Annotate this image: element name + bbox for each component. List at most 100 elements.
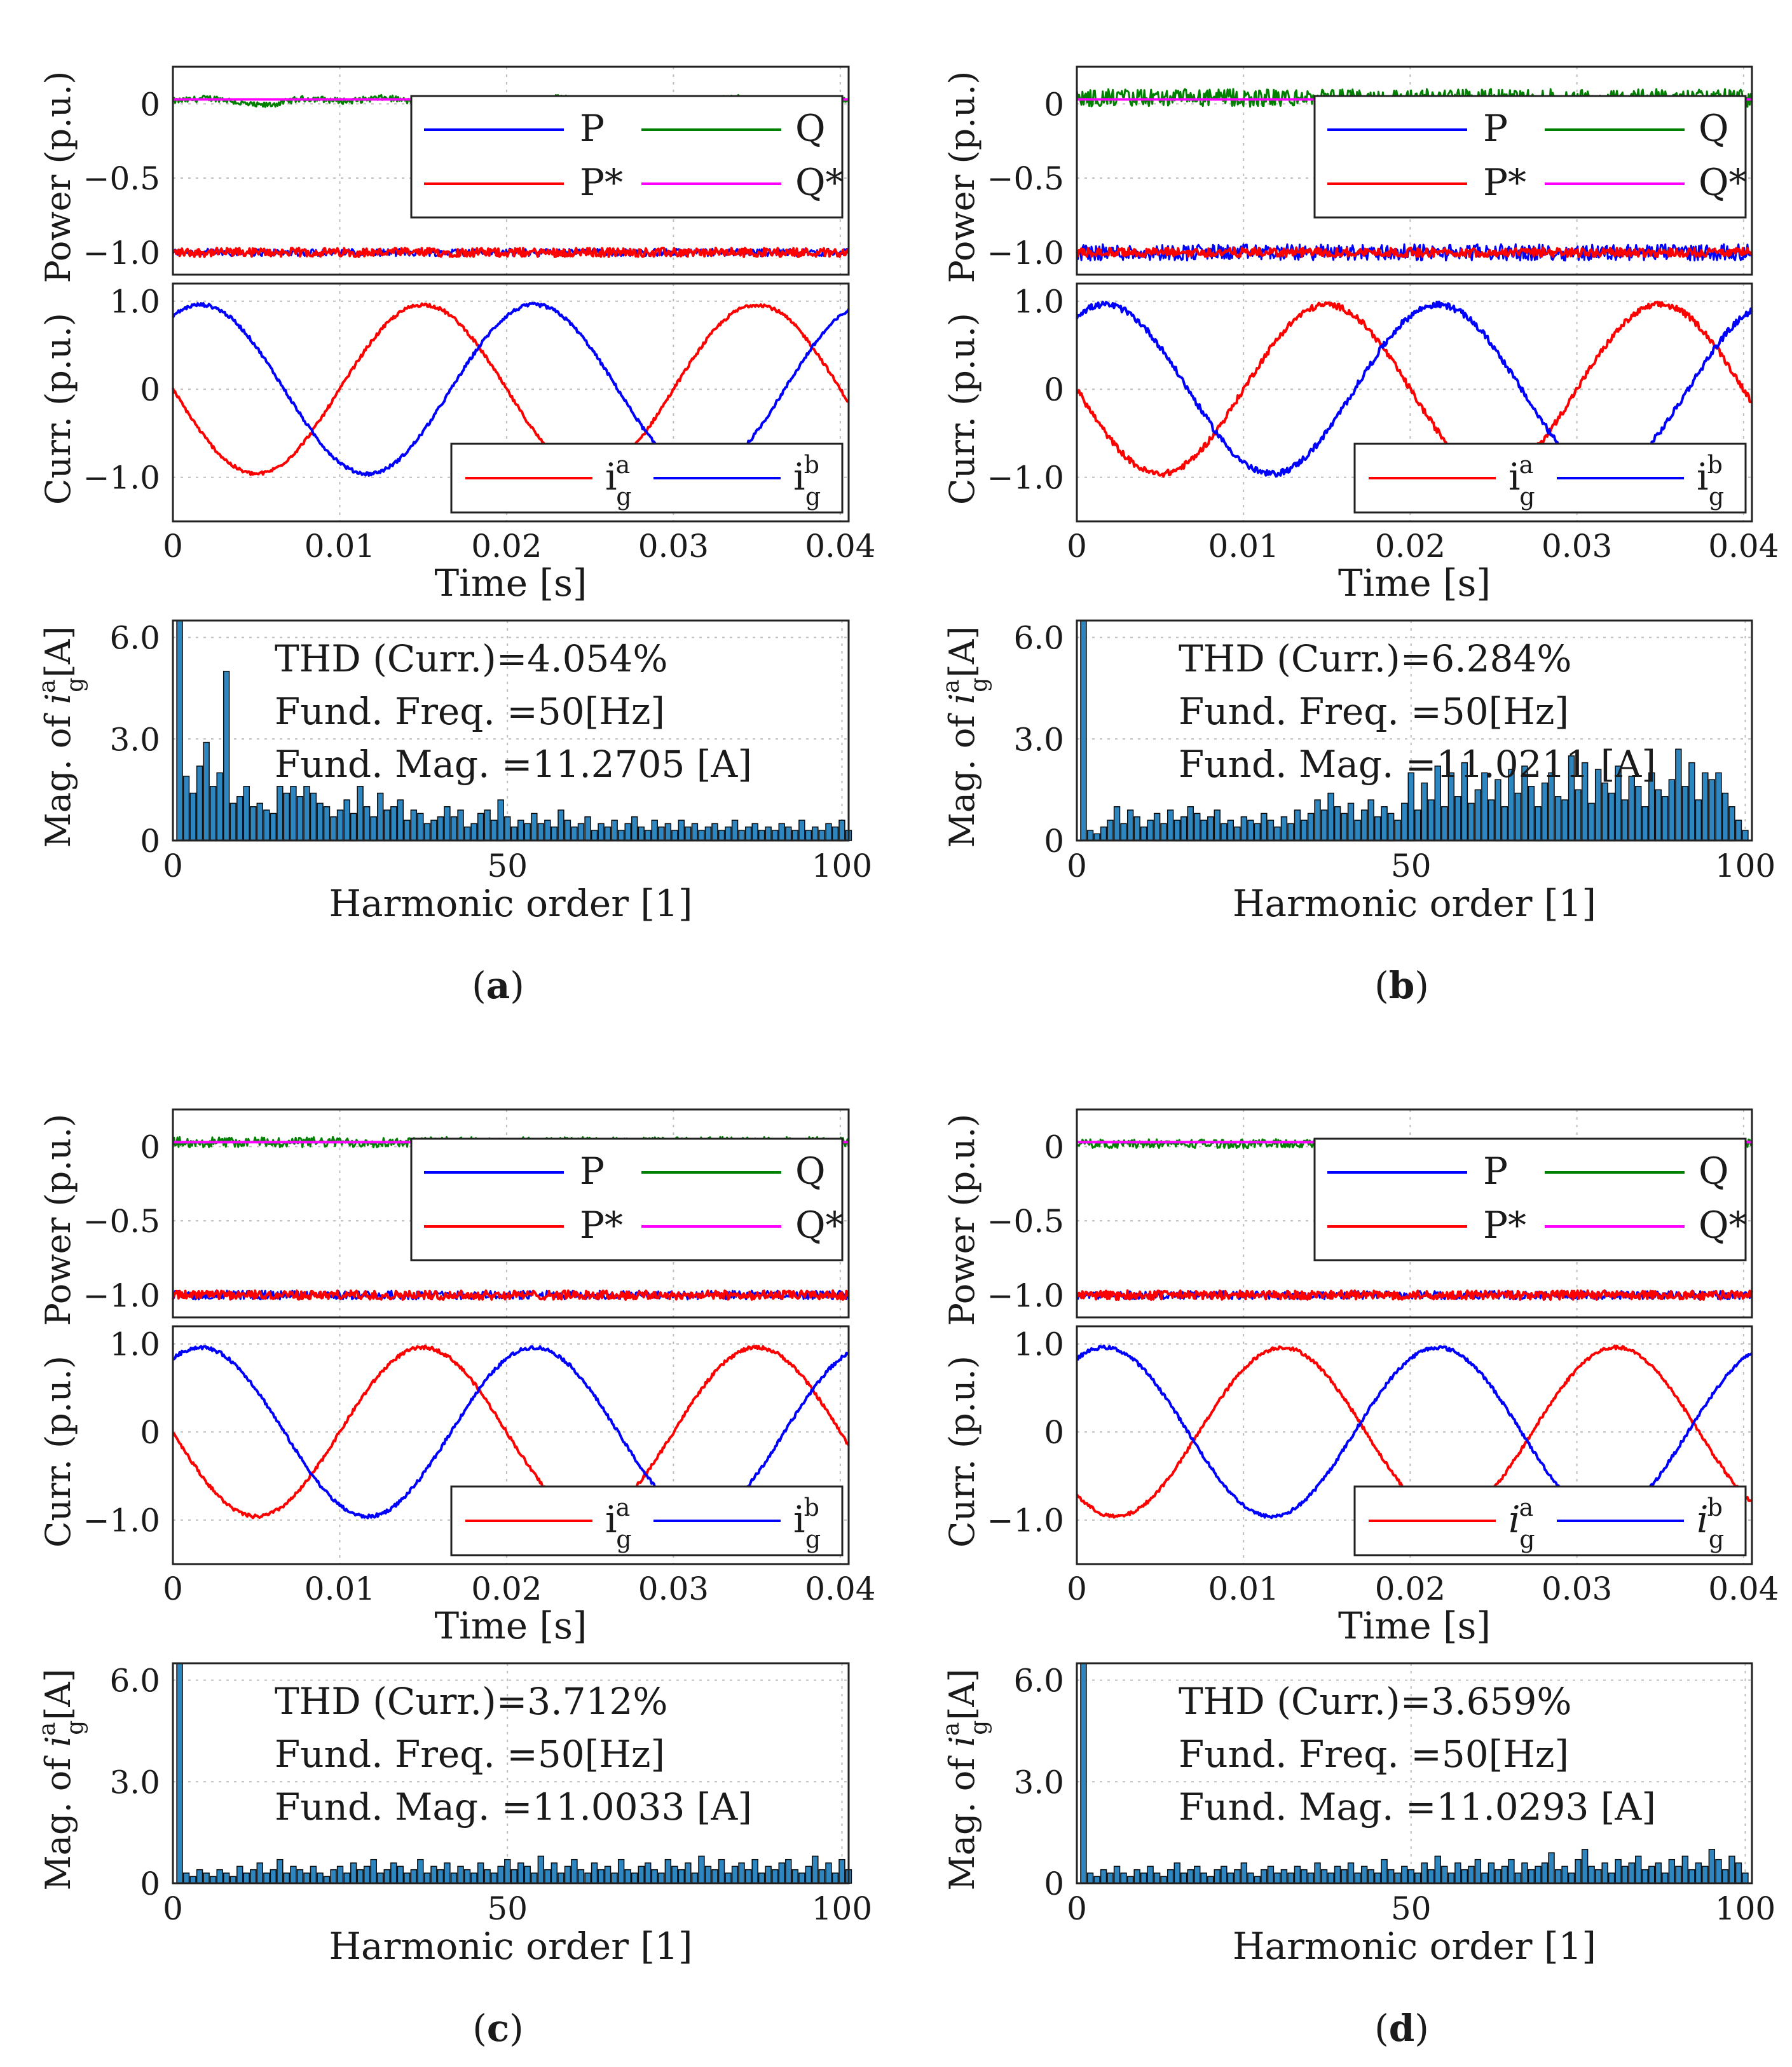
- harmonic-bar: [1708, 1849, 1716, 1884]
- power-ylabel: Power (p.u.): [38, 1114, 78, 1326]
- harmonic-bar: [1561, 799, 1568, 841]
- harmonic-bar: [744, 1869, 752, 1884]
- harmonic-bar: [678, 1869, 685, 1884]
- harmonic-bar: [698, 830, 705, 841]
- harmonic-bar: [1160, 1876, 1167, 1884]
- legend-label: P: [1483, 1150, 1508, 1193]
- harmonic-bar: [1354, 1872, 1361, 1884]
- harmonic-bar: [1721, 1869, 1729, 1884]
- harmonic-bar: [250, 1869, 257, 1884]
- caption-paren: ): [509, 2007, 524, 2050]
- curr-legend-label: ib g: [793, 1494, 821, 1553]
- harmonic-bar: [450, 1872, 458, 1884]
- legend-label: Q: [795, 1150, 826, 1193]
- legend-sup: b: [804, 451, 819, 479]
- harmonic-bar: [383, 809, 390, 841]
- harmonic-bar: [1187, 806, 1194, 841]
- time-xtick: 0.04: [805, 1570, 875, 1607]
- harmonic-bar: [1360, 809, 1368, 841]
- harmonic-bar: [1728, 1855, 1735, 1884]
- curr-ytick: −1.0: [987, 460, 1064, 497]
- harmonic-bar: [1635, 1855, 1642, 1884]
- harmonic-bar: [1728, 806, 1735, 841]
- harmonic-bar: [1681, 786, 1689, 841]
- fund-mag-annotation: Fund. Mag. =11.0033 [A]: [275, 1785, 752, 1829]
- harmonic-bar: [1401, 1865, 1408, 1884]
- power-ytick: 0: [140, 1129, 160, 1165]
- curr-legend-label: ib g: [793, 451, 821, 511]
- legend-var: i: [793, 1498, 805, 1541]
- ylabel-prefix: Mag. of: [38, 704, 78, 848]
- harmonic-bar: [1454, 1862, 1461, 1884]
- harmonic-bar: [397, 799, 404, 841]
- ylabel-var: i: [38, 693, 78, 704]
- harmonic-bar: [1267, 820, 1275, 841]
- harm-xtick: 100: [812, 848, 872, 884]
- harmonic-bar: [1468, 802, 1475, 841]
- panel-caption: (c): [472, 2007, 524, 2050]
- harmonic-bar: [290, 1865, 297, 1884]
- harmonic-bar: [1207, 1876, 1214, 1884]
- legend-sup: a: [1519, 1494, 1534, 1521]
- curr-axes: [1076, 282, 1753, 523]
- harmonic-bar: [1668, 1858, 1676, 1884]
- harmonic-bar: [611, 1872, 618, 1884]
- harm-axes: [1076, 1662, 1753, 1885]
- harmonic-bar: [1635, 786, 1642, 841]
- harmonic-bar: [658, 1872, 665, 1884]
- harmonic-bar: [1628, 1862, 1635, 1884]
- harm-ylabel: Mag. of iag[A]: [938, 1669, 992, 1891]
- harm-xlabel: Harmonic order [1]: [1233, 882, 1596, 925]
- harmonic-bar: [336, 1865, 344, 1884]
- legend-label: P*: [580, 1204, 623, 1247]
- legend-sup: a: [1519, 451, 1534, 479]
- harmonic-bar: [1173, 1862, 1180, 1884]
- harmonic-bar: [1481, 1872, 1488, 1884]
- harmonic-bar: [1194, 1865, 1201, 1884]
- harm-xtick: 50: [487, 848, 528, 884]
- harmonic-bar: [1581, 1849, 1589, 1884]
- harmonic-bar: [524, 1865, 531, 1884]
- harmonic-bar: [812, 826, 819, 841]
- harmonic-bar: [731, 820, 739, 841]
- harm-xtick: 0: [1067, 1890, 1087, 1927]
- harmonic-bar: [1153, 1872, 1161, 1884]
- harmonic-bar: [725, 1872, 732, 1884]
- legend-sub: g: [1709, 483, 1724, 511]
- harmonic-bar: [1601, 782, 1608, 841]
- harmonic-bar: [477, 813, 484, 841]
- harmonic-bar: [1240, 816, 1248, 841]
- harmonic-bar: [296, 796, 304, 841]
- harmonic-bar: [1261, 1869, 1268, 1884]
- legend-var: i: [1508, 455, 1521, 498]
- harmonic-bar: [1721, 792, 1729, 841]
- harmonic-bar: [1194, 813, 1201, 841]
- harmonic-bar: [1367, 799, 1374, 841]
- harmonic-bar: [1468, 1865, 1475, 1884]
- harmonic-bar: [631, 1872, 638, 1884]
- harmonic-bar: [557, 809, 564, 841]
- harmonic-bar: [1093, 1876, 1100, 1884]
- harm-ytick: 3.0: [1013, 721, 1064, 758]
- harmonic-bar: [1147, 820, 1154, 841]
- harmonic-bar: [791, 830, 798, 841]
- harmonic-bar: [1521, 1862, 1528, 1884]
- harmonic-bar: [1662, 796, 1669, 841]
- fund-freq-annotation: Fund. Freq. =50[Hz]: [275, 690, 665, 733]
- harmonic-bar: [363, 1865, 371, 1884]
- harmonic-bar: [1280, 816, 1288, 841]
- harmonic-bar: [1086, 830, 1094, 841]
- harmonic-bar: [317, 1872, 324, 1884]
- panel-caption: (d): [1374, 2007, 1429, 2050]
- ylabel-sub: g: [62, 678, 88, 692]
- harmonic-bar: [1107, 820, 1114, 841]
- time-xtick: 0.03: [638, 1570, 709, 1607]
- harm-xlabel: Harmonic order [1]: [329, 882, 692, 925]
- harmonic-bar: [1287, 1872, 1294, 1884]
- harm-ytick: 6.0: [1013, 620, 1064, 657]
- harmonic-bar: [1414, 809, 1421, 841]
- harmonic-bar: [1708, 779, 1716, 841]
- harmonic-bar: [404, 820, 411, 841]
- ylabel-prefix: Mag. of: [942, 704, 982, 848]
- harmonic-bar: [510, 1869, 517, 1884]
